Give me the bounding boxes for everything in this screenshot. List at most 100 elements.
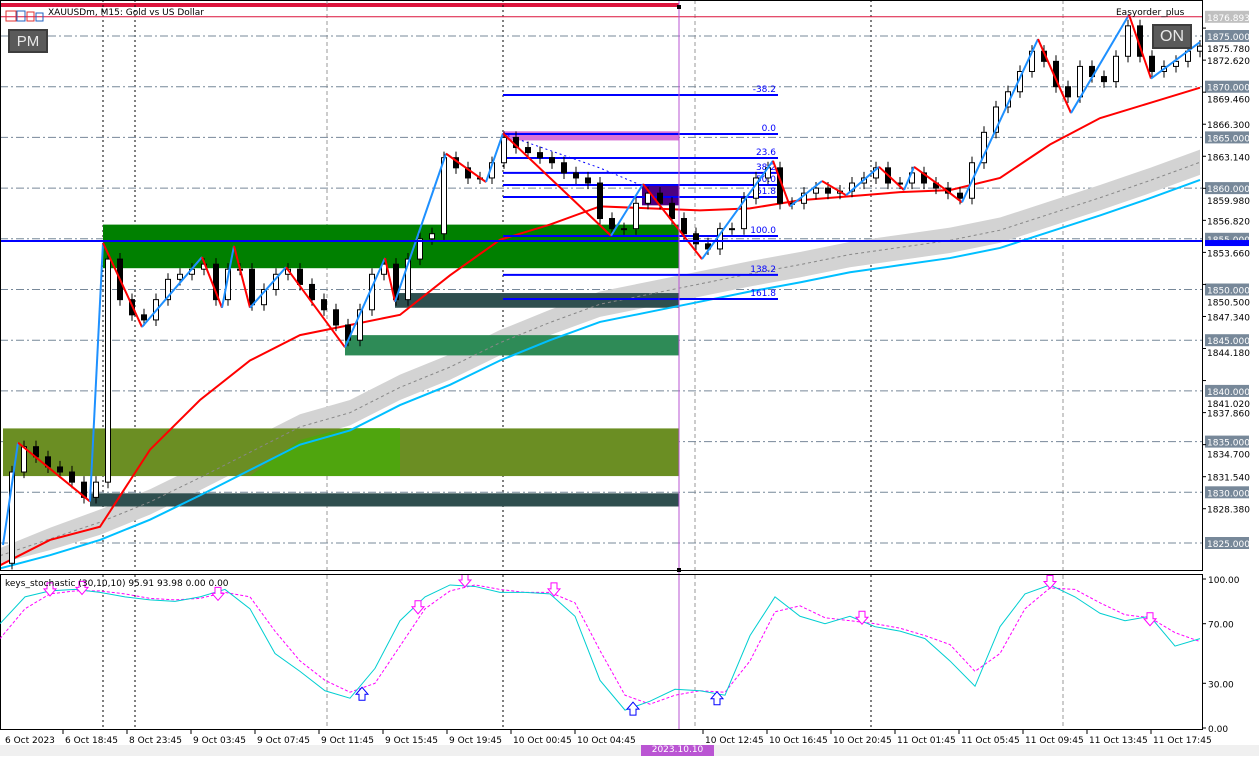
round-level-label-box [1205,334,1249,347]
crosshair-handle [677,5,681,9]
candle [1173,60,1179,67]
zigzag-segment [701,160,774,260]
zigzag-segment [344,257,386,348]
zigzag-segment [772,160,791,207]
candle [549,157,555,164]
supply-demand-zone [90,493,679,507]
round-level-label-box [1205,80,1249,93]
stochastic-panel [0,575,1201,716]
price-tick-label: 1828.380 [1207,506,1250,516]
zigzag-segment [394,153,447,302]
zigzag-segment [1037,38,1072,114]
round-level-label-box [1205,182,1249,195]
zigzag-segment [913,165,943,188]
candle [21,446,27,473]
round-level-label: 1845.000 [1207,337,1250,347]
candle [501,136,507,164]
candle [657,192,663,204]
sell-arrow-icon [854,610,870,625]
zigzag-segment [845,166,880,196]
candle [429,233,435,240]
round-level-label: 1840.000 [1207,388,1250,398]
candle [645,192,651,204]
candle [741,197,747,230]
zone-ma-overlap [250,428,400,476]
chart-window-icons [5,7,45,22]
candle [309,283,315,301]
zigzag-segment [878,166,905,191]
candle [297,268,303,285]
sub-panel-border [0,574,1203,730]
time-tick-label: 6 Oct 18:45 [65,736,118,746]
time-tick-label: 11 Oct 01:45 [897,736,956,746]
hline-price-box [1205,240,1249,247]
zigzag-segment [221,245,235,308]
candle [93,481,99,498]
round-level-label: 1870.000 [1207,84,1250,94]
price-tick-label: 1834.700 [1207,451,1250,461]
candle [609,218,615,230]
candle [693,233,699,245]
candle [165,278,171,301]
stochastic-signal-line [0,584,1201,705]
candle [669,202,675,220]
round-level-label: 1850.000 [1207,287,1250,297]
time-tick-label: 6 Oct 2023 [5,736,55,746]
zigzag-segment [789,180,823,208]
sell-arrow-icon [74,580,90,596]
current-price-label: 1876.893 [1207,14,1250,24]
price-tick-label: 1844.180 [1207,349,1250,359]
round-level-label-box [1205,384,1249,397]
candle [441,157,447,235]
pm-button[interactable]: PM [8,29,48,53]
zigzag-segment [249,266,287,309]
candle [69,471,75,483]
round-level-label: 1875.000 [1207,33,1250,43]
zigzag-segment [141,256,203,328]
stoch-tick-label: 70.00 [1208,621,1234,631]
fib-level-label: 161.8 [750,289,776,299]
round-level-label-box [1205,537,1249,549]
candle [597,182,603,220]
candle [993,106,999,133]
candle [1101,76,1107,83]
supply-demand-zone [503,131,679,141]
sell-arrow-icon [546,582,562,597]
crosshair-time-label: 2023.10.10 11:00 [641,745,714,766]
supply-demand-zone [103,224,679,269]
round-level-label: 1860.000 [1207,185,1250,195]
sell-arrow-icon [1142,612,1158,627]
on-button[interactable]: ON [1152,24,1192,49]
price-tick-label: 1847.340 [1207,313,1250,323]
candle [213,263,219,301]
candle [249,268,255,306]
sell-arrow-icon [1042,575,1058,590]
buy-arrow-icon [354,686,370,701]
candle [825,187,831,194]
candle [465,167,471,179]
price-tick-label: 1863.140 [1207,153,1250,163]
fib-level-label: 0.0 [762,124,777,134]
candle [1065,86,1071,98]
buy-arrow-icon [625,701,641,716]
time-tick-label: 11 Oct 09:45 [1025,736,1084,746]
price-tick-label: 1866.300 [1207,121,1250,131]
zigzag-segment [384,257,396,302]
candle [261,289,267,306]
zigzag-segment [2,442,19,546]
sell-arrow-icon [457,575,473,588]
round-level-label-box [1205,30,1249,42]
fib-level-label: 50.0 [756,175,776,185]
candle [417,238,423,260]
fib-level-label: 138.2 [750,265,776,275]
candle [405,258,411,301]
round-level-label: 1825.000 [1207,540,1250,550]
zigzag-segment [642,183,703,260]
round-level-label-box [1205,486,1249,499]
time-tick-label: 10 Oct 20:45 [833,736,892,746]
time-tick-label: 9 Oct 15:45 [385,736,438,746]
time-tick-label: 9 Oct 11:45 [321,736,374,746]
candle [813,187,819,194]
stoch-tick-label: 100.00 [1208,576,1240,586]
